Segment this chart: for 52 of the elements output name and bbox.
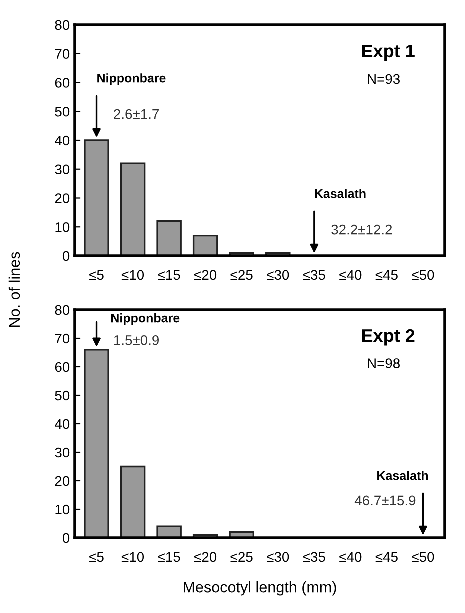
annotation: 46.7±15.9	[354, 496, 416, 506]
x-tick-label: ≤30	[267, 270, 290, 280]
annotation: Nipponbare	[111, 314, 180, 326]
x-tick-label: ≤20	[194, 270, 217, 280]
x-tick-label: ≤40	[340, 270, 362, 280]
x-tick-label: ≤25	[230, 552, 253, 562]
annotation: 2.6±1.7	[114, 109, 159, 120]
x-tick-label: ≤15	[158, 270, 180, 280]
y-tick-label: 70	[55, 49, 70, 60]
y-tick-label: 70	[55, 334, 70, 344]
annotation: 1.5±0.9	[114, 335, 160, 346]
text: Expt 2	[362, 329, 415, 346]
annotation: Kasalath	[315, 189, 366, 198]
x-tick-label: ≤35	[303, 552, 326, 562]
x-tick-label: ≤50	[412, 552, 434, 562]
x-tick-label: ≤35	[303, 270, 326, 280]
annotation: 32.2±12.2	[332, 224, 392, 235]
y-tick-label: 50	[55, 390, 70, 401]
y-tick-label: 10	[56, 504, 70, 515]
y-tick-label: 40	[55, 419, 70, 430]
x-tick-label: ≤5	[90, 552, 104, 562]
annotation: N=93	[368, 74, 400, 84]
y-axis-title: No. of lines	[8, 252, 20, 327]
y-tick-label: 20	[55, 476, 70, 486]
y-tick-label: 30	[55, 164, 70, 175]
y-tick-label: 10	[56, 222, 70, 232]
x-tick-label: ≤25	[230, 270, 253, 280]
y-tick-label: 60	[55, 78, 70, 88]
x-tick-label: ≤30	[267, 552, 290, 562]
x-tick-label: ≤10	[122, 270, 144, 280]
x-tick-label: ≤50	[412, 270, 434, 280]
x-tick-label: ≤10	[122, 552, 144, 562]
x-tick-label: ≤40	[340, 552, 362, 562]
x-tick-label: ≤45	[376, 270, 398, 280]
x-tick-label: ≤15	[158, 552, 180, 562]
annotation: Kasalath	[378, 471, 428, 480]
text: Expt 1	[362, 44, 415, 62]
y-tick-label: 50	[55, 106, 70, 117]
y-tick-label: 40	[55, 136, 70, 146]
y-tick-label: 0	[62, 533, 70, 544]
y-tick-label: 60	[55, 362, 70, 372]
y-tick-label: 80	[55, 20, 70, 30]
y-tick-label: 0	[62, 251, 70, 262]
x-axis-title: Mesocotyl length (mm)	[184, 582, 336, 596]
annotation: N=98	[368, 358, 400, 368]
y-tick-label: 80	[55, 305, 70, 316]
x-tick-label: ≤5	[90, 270, 104, 280]
annotation: Nipponbare	[98, 74, 166, 86]
y-tick-label: 20	[55, 194, 70, 204]
y-tick-label: 30	[55, 448, 70, 458]
x-tick-label: ≤45	[376, 552, 398, 562]
x-tick-label: ≤20	[194, 552, 217, 562]
